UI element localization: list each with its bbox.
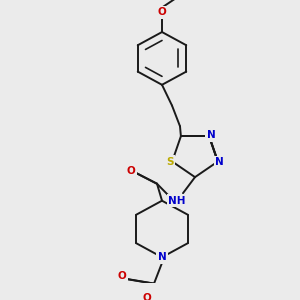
Text: N: N [158,252,166,262]
Text: O: O [118,271,126,281]
Text: O: O [127,166,135,176]
Text: S: S [167,157,174,166]
Text: O: O [142,293,152,300]
Text: O: O [158,7,166,17]
Text: N: N [215,158,224,167]
Text: NH: NH [168,196,186,206]
Text: N: N [207,130,215,140]
